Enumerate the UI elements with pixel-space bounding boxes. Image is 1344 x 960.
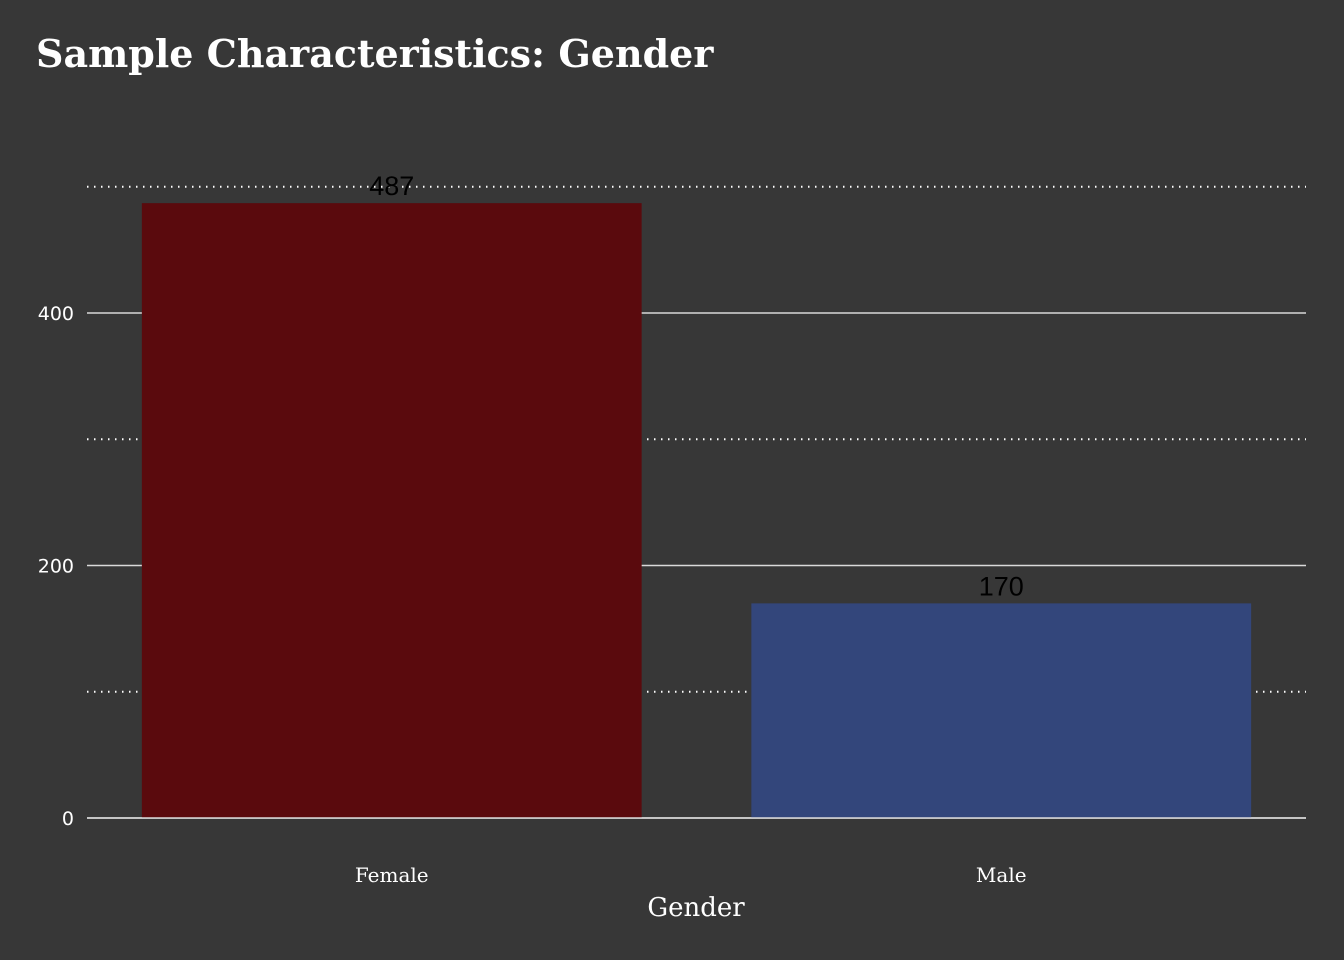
x-tick-label: Female: [355, 863, 429, 887]
y-tick-label: 200: [38, 556, 74, 578]
data-label: 170: [979, 571, 1024, 601]
bars: [141, 203, 1252, 819]
y-tick-label: 0: [62, 808, 74, 830]
bar-male: [751, 603, 1252, 818]
x-axis-title: Gender: [647, 893, 745, 923]
y-tick-label: 400: [38, 303, 74, 325]
data-label: 487: [369, 171, 414, 201]
chart-title: Sample Characteristics: Gender: [36, 31, 714, 76]
labels: 0 200 400 487 Female 170 Male: [38, 171, 1306, 887]
x-tick-label: Male: [976, 863, 1027, 887]
bar-female: [141, 203, 642, 819]
